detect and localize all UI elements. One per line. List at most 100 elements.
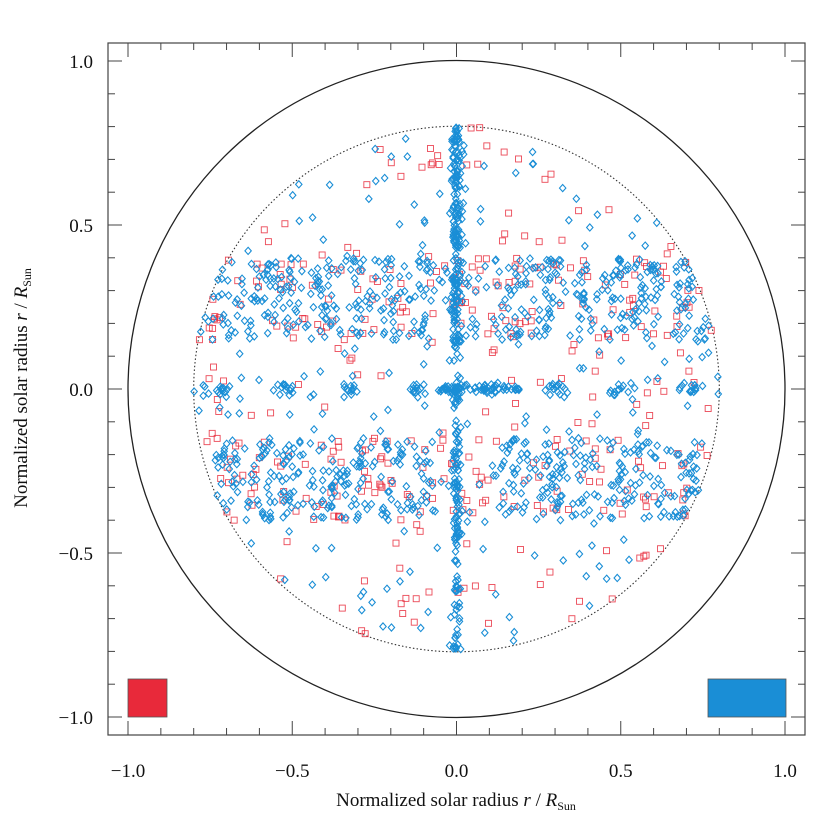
blue-diamond-point xyxy=(605,335,614,344)
blue-diamond-point xyxy=(290,277,299,287)
blue-diamond-point xyxy=(586,314,595,324)
blue-diamond-point xyxy=(627,496,636,506)
blue-diamond-point xyxy=(510,627,519,637)
red-square-point xyxy=(377,372,385,380)
blue-diamond-point xyxy=(451,429,460,439)
blue-diamond-point xyxy=(598,273,607,283)
blue-diamond-point xyxy=(389,306,398,316)
blue-diamond-point xyxy=(645,437,653,447)
red-square-point xyxy=(707,326,715,334)
blue-diamond-point xyxy=(536,270,545,280)
blue-diamond-point xyxy=(646,293,655,302)
blue-diamond-point xyxy=(384,444,393,454)
red-square-point xyxy=(225,479,232,487)
red-square-point xyxy=(483,142,491,150)
blue-diamond-point xyxy=(452,182,461,192)
blue-diamond-point xyxy=(501,295,509,305)
blue-diamond-point xyxy=(217,289,226,299)
blue-diamond-point xyxy=(642,305,651,315)
blue-diamond-point xyxy=(452,507,461,516)
blue-diamond-point xyxy=(433,543,442,553)
blue-diamond-point xyxy=(560,447,569,457)
blue-diamond-point xyxy=(294,298,303,308)
red-square-point xyxy=(637,323,645,331)
blue-diamond-point xyxy=(675,319,684,329)
blue-diamond-point xyxy=(575,270,584,280)
blue-diamond-point xyxy=(516,256,525,265)
blue-diamond-point xyxy=(679,511,688,520)
blue-diamond-point xyxy=(348,384,357,394)
blue-diamond-point xyxy=(673,280,682,290)
red-square-point xyxy=(552,442,559,450)
blue-diamond-point xyxy=(381,436,390,446)
red-square-point xyxy=(511,318,519,326)
blue-diamond-point xyxy=(327,291,336,300)
blue-diamond-point xyxy=(633,213,642,223)
blue-diamond-point xyxy=(451,141,460,151)
blue-diamond-point xyxy=(258,507,267,517)
red-square-point xyxy=(536,263,544,271)
blue-diamond-point xyxy=(319,485,327,495)
blue-diamond-point xyxy=(354,484,362,494)
blue-diamond-point xyxy=(572,459,580,469)
blue-diamond-point xyxy=(455,613,464,623)
blue-diamond-point xyxy=(690,380,699,390)
blue-diamond-point xyxy=(476,216,485,226)
blue-diamond-point xyxy=(421,311,430,320)
blue-diamond-point xyxy=(603,436,612,445)
blue-diamond-point xyxy=(492,471,500,481)
red-square-point xyxy=(660,262,667,270)
blue-diamond-point xyxy=(453,640,462,649)
red-square-point xyxy=(463,540,471,548)
blue-diamond-point xyxy=(596,511,604,521)
blue-diamond-point xyxy=(453,502,462,512)
red-square-point xyxy=(596,351,604,359)
blue-diamond-point xyxy=(483,386,491,396)
blue-diamond-point xyxy=(453,296,461,306)
blue-diamond-point xyxy=(342,256,350,266)
red-square-point xyxy=(663,250,671,258)
blue-diamond-point xyxy=(283,508,292,518)
blue-diamond-point xyxy=(450,356,458,366)
blue-diamond-point xyxy=(498,443,507,453)
blue-diamond-point xyxy=(505,444,514,454)
blue-diamond-point xyxy=(357,449,366,459)
legend xyxy=(127,678,787,718)
blue-diamond-point xyxy=(681,505,690,514)
blue-diamond-point xyxy=(350,344,359,354)
red-square-point xyxy=(338,604,346,612)
blue-diamond-point xyxy=(465,507,474,517)
red-square-point xyxy=(377,482,385,490)
red-square-point xyxy=(618,510,626,518)
red-square-point xyxy=(361,446,369,454)
blue-diamond-point xyxy=(538,262,547,272)
blue-diamond-point xyxy=(278,287,287,297)
blue-diamond-point xyxy=(452,643,460,653)
blue-diamond-point xyxy=(512,434,521,444)
red-square-point xyxy=(410,618,418,626)
blue-diamond-point xyxy=(608,293,617,303)
red-square-point xyxy=(512,400,519,407)
blue-diamond-point xyxy=(451,242,460,252)
blue-diamond-point xyxy=(451,253,460,263)
blue-diamond-point xyxy=(481,261,490,271)
blue-diamond-point xyxy=(453,601,462,611)
blue-diamond-point xyxy=(593,210,602,220)
blue-diamond-point xyxy=(397,505,405,515)
blue-diamond-point xyxy=(409,384,418,394)
red-square-point xyxy=(301,315,309,323)
blue-diamond-point xyxy=(556,256,565,265)
blue-diamond-point xyxy=(441,385,450,395)
blue-diamond-point xyxy=(616,294,625,304)
blue-diamond-point xyxy=(354,331,363,340)
blue-diamond-point xyxy=(240,288,249,298)
blue-diamond-point xyxy=(378,505,387,515)
blue-diamond-point xyxy=(447,176,456,186)
blue-diamond-point xyxy=(555,389,564,399)
blue-diamond-point xyxy=(593,289,602,299)
blue-diamond-point xyxy=(641,283,650,293)
red-square-point xyxy=(597,465,605,473)
blue-diamond-point xyxy=(645,511,654,521)
blue-diamond-point xyxy=(289,487,298,497)
blue-diamond-point xyxy=(646,448,655,458)
